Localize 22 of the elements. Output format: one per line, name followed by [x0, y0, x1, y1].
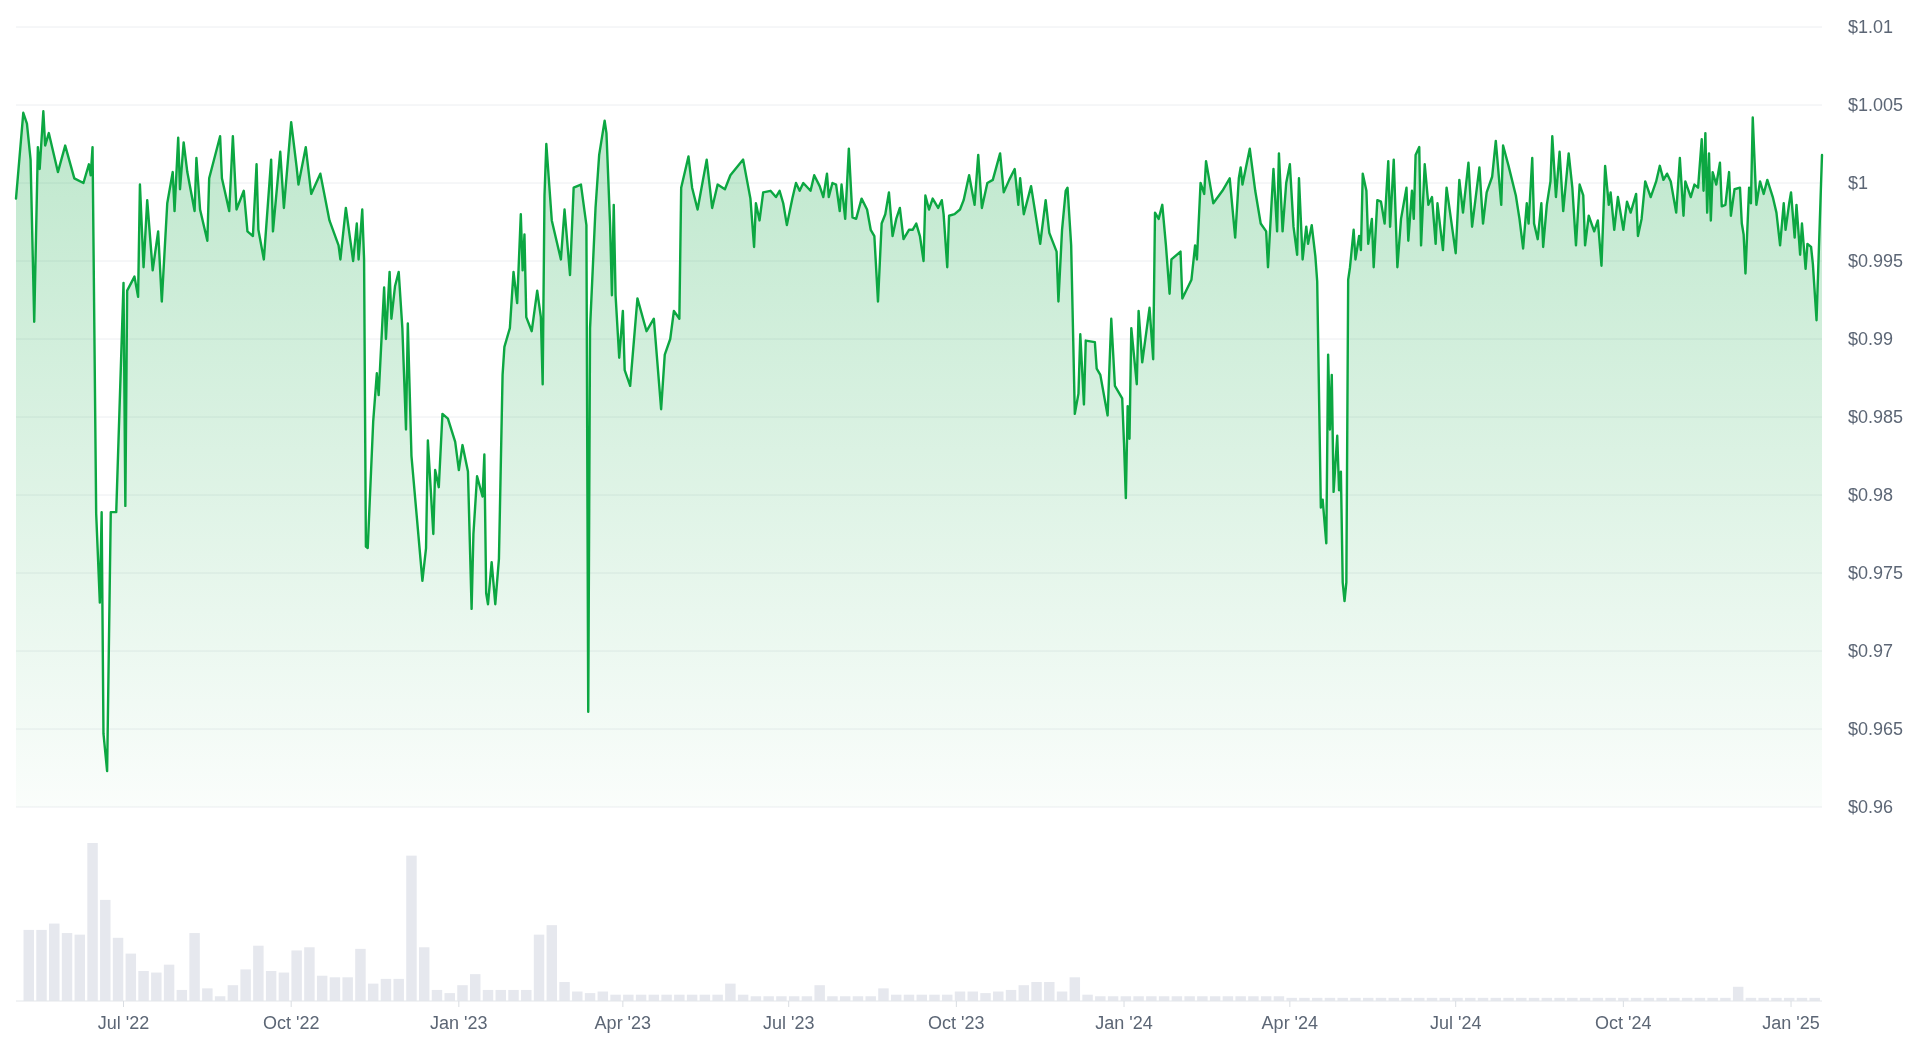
x-tick-label: Oct '22	[262, 1013, 320, 1033]
x-tick-label: Jan '23	[430, 1013, 488, 1033]
y-tick-label: $0.985	[1848, 407, 1904, 427]
y-tick-label: $0.995	[1848, 251, 1904, 271]
y-tick-label: $0.975	[1848, 563, 1904, 583]
x-tick-label: Oct '23	[928, 1013, 985, 1033]
x-tick-label: Jul '23	[762, 1013, 815, 1033]
y-tick-label: $0.965	[1848, 719, 1904, 739]
y-tick-label: $0.98	[1848, 485, 1894, 505]
x-tick-label: Jul '22	[97, 1013, 150, 1033]
y-tick-label: $0.99	[1848, 329, 1894, 349]
x-tick-label: Apr '24	[1261, 1013, 1319, 1033]
x-tick-label: Oct '24	[1595, 1013, 1652, 1033]
x-tick-label: Jan '25	[1762, 1013, 1820, 1033]
x-tick-label: Jan '24	[1095, 1013, 1153, 1033]
y-tick-label: $1.005	[1848, 95, 1904, 115]
y-tick-label: $0.97	[1848, 641, 1894, 661]
y-tick-label: $0.96	[1848, 797, 1894, 817]
x-tick-label: Apr '23	[594, 1013, 652, 1033]
y-tick-label: $1.01	[1848, 17, 1894, 37]
x-tick-label: Jul '24	[1429, 1013, 1482, 1033]
y-tick-label: $1	[1848, 173, 1869, 193]
